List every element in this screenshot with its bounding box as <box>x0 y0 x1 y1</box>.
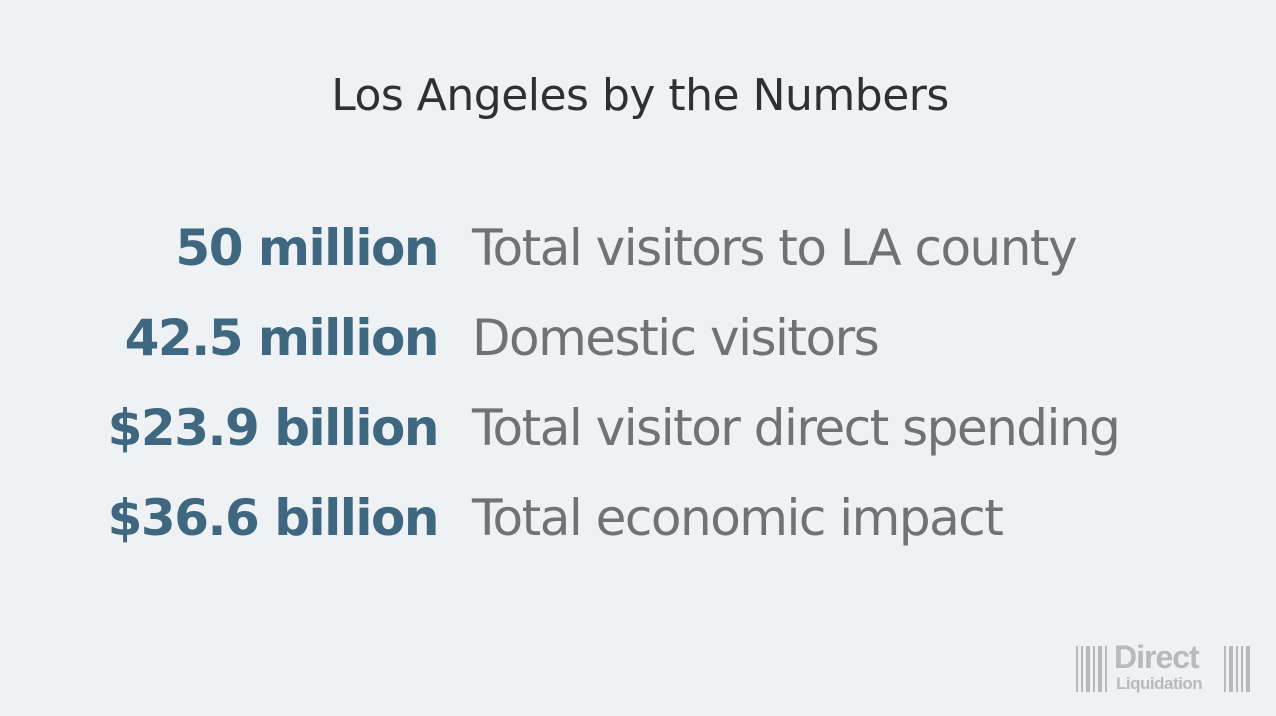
page-title: Los Angeles by the Numbers <box>331 70 949 121</box>
stats-list: 50 million Total visitors to LA county 4… <box>0 212 1276 572</box>
stat-value: $23.9 billion <box>107 399 440 457</box>
stat-value: 42.5 million <box>124 309 440 367</box>
stat-row: 50 million Total visitors to LA county <box>0 212 1276 302</box>
direct-liquidation-logo: Direct Liquidation <box>1074 639 1252 694</box>
stat-row: $36.6 billion Total economic impact <box>0 482 1276 572</box>
stat-value: $36.6 billion <box>107 489 440 547</box>
stat-row: $23.9 billion Total visitor direct spend… <box>0 392 1276 482</box>
barcode-icon <box>1076 646 1107 692</box>
stat-label: Domestic visitors <box>472 309 880 367</box>
logo-wordmark-direct: Direct <box>1114 639 1200 675</box>
logo-wordmark-liquidation: Liquidation <box>1116 674 1203 693</box>
stat-value: 50 million <box>175 219 439 277</box>
stat-row: 42.5 million Domestic visitors <box>0 302 1276 392</box>
barcode-icon <box>1224 646 1250 692</box>
stat-label: Total economic impact <box>472 489 1004 547</box>
stat-label: Total visitors to LA county <box>472 219 1078 277</box>
stat-label: Total visitor direct spending <box>472 399 1121 457</box>
